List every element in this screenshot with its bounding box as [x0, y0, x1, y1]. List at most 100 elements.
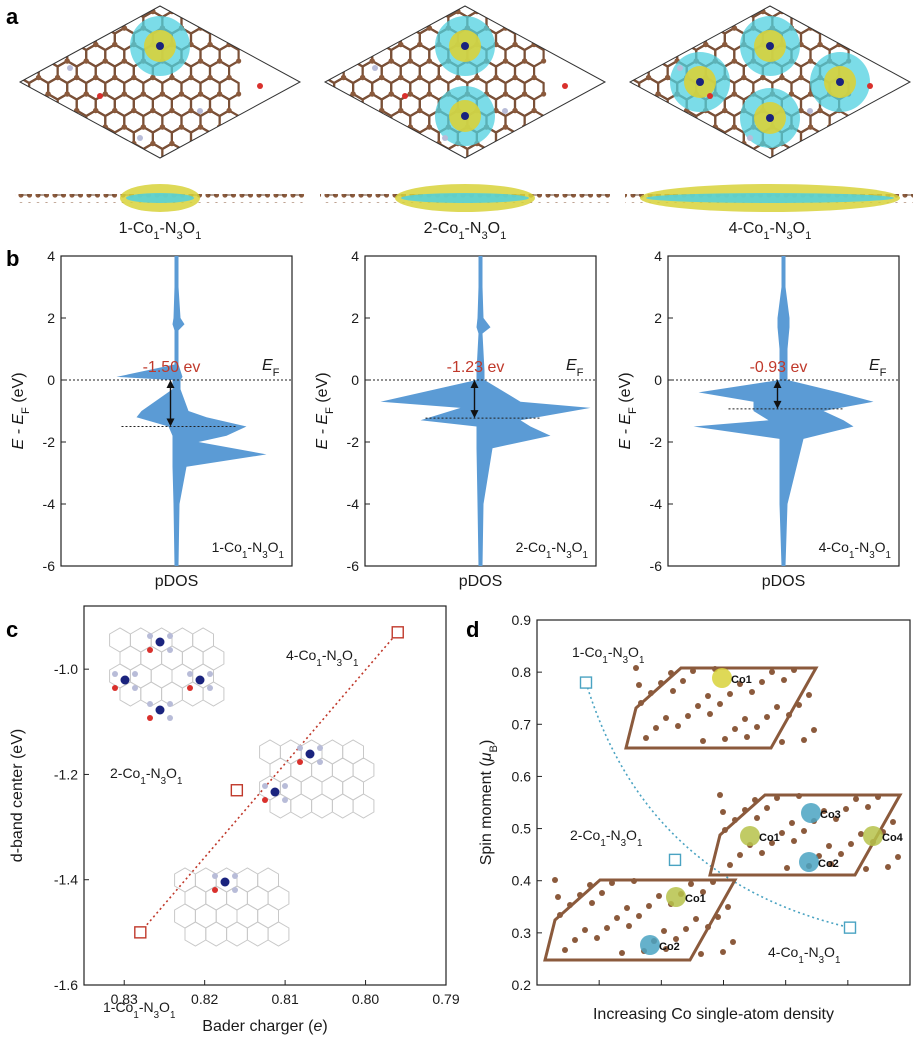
carbon-atom — [360, 41, 366, 48]
hex-ring — [20, 92, 21, 118]
carbon-atom — [159, 124, 166, 130]
hex-ring — [494, 125, 517, 151]
carbon-atom — [26, 124, 32, 130]
carbon-atom — [207, 8, 213, 15]
carbon-atom — [551, 75, 556, 80]
carbon-atom — [265, 9, 270, 14]
carbon-atom — [207, 74, 213, 81]
carbon-atom — [340, 41, 347, 48]
hex-ring — [685, 125, 707, 151]
carbon-atom — [360, 41, 366, 48]
carbon-atom — [26, 124, 32, 130]
hex-ring — [29, 0, 48, 1]
hex-ring — [714, 142, 736, 158]
carbon-atom — [7, 91, 12, 96]
hex-ring — [296, 45, 315, 67]
carbon-atom — [512, 8, 518, 15]
inset-hex — [342, 775, 364, 801]
carbon-atom — [645, 74, 652, 81]
carbon-atom — [284, 141, 289, 146]
carbon-atom — [197, 157, 204, 158]
carbon-atom — [303, 42, 308, 47]
hex-ring — [818, 6, 841, 19]
carbon-atom — [0, 141, 3, 146]
hex-ring — [723, 125, 745, 151]
carbon-atom — [436, 8, 442, 15]
carbon-atom — [531, 8, 537, 15]
carbon-atom — [112, 140, 118, 147]
carbon-atom — [369, 25, 375, 31]
carbon-atom — [417, 41, 423, 48]
hex-ring — [695, 142, 717, 158]
hex-ring — [534, 0, 553, 17]
carbon-atom — [26, 91, 32, 97]
hex-ring — [553, 0, 572, 17]
hex-ring — [325, 142, 336, 158]
carbon-atom — [45, 58, 51, 64]
hex-ring — [333, 109, 355, 134]
x-axis-label: pDOS — [155, 573, 199, 590]
carbon-atom — [731, 124, 737, 130]
hex-ring — [601, 45, 620, 67]
arrow-head-up — [166, 380, 175, 388]
carbon-atom — [208, 9, 213, 14]
carbon-atom — [141, 157, 146, 162]
nitrogen-atom — [677, 65, 683, 71]
carbon-atom — [665, 41, 671, 48]
carbon-atom — [817, 41, 823, 48]
carbon-atom — [617, 91, 622, 96]
carbon-atom — [417, 8, 423, 15]
inset-nitrogen — [317, 759, 323, 765]
carbon-atom — [246, 9, 251, 14]
hex-ring — [325, 125, 345, 151]
hex-ring — [325, 10, 336, 35]
hex-ring — [75, 125, 97, 151]
carbon-atom — [112, 140, 118, 147]
pdos-area — [116, 256, 267, 566]
hex-ring — [582, 144, 601, 166]
carbon-atom — [197, 58, 204, 64]
carbon-atom — [608, 75, 613, 80]
carbon-atom — [483, 157, 490, 158]
oxygen-atom — [847, 123, 853, 129]
carbon-atom — [0, 42, 3, 47]
carbon-atom — [284, 108, 289, 113]
hex-ring — [544, 45, 563, 67]
carbon-atom — [112, 8, 118, 15]
carbon-atom — [217, 157, 222, 162]
carbon-atom — [551, 75, 556, 80]
x-tick-label: 0.80 — [352, 991, 379, 1007]
carbon-atom — [579, 124, 584, 129]
carbon-atom — [388, 124, 394, 130]
carbon-atom — [55, 107, 61, 114]
hex-ring — [637, 109, 660, 134]
carbon-atom — [731, 25, 737, 31]
trend-line — [139, 631, 399, 933]
carbon-atom — [817, 140, 823, 147]
nitrogen-atom — [502, 108, 508, 114]
side-view — [15, 184, 305, 212]
carbon-atom — [630, 41, 633, 48]
hex-ring — [20, 92, 40, 118]
carbon-atom — [417, 74, 423, 81]
carbon-atom — [64, 157, 70, 158]
carbon-atom — [303, 108, 308, 113]
carbon-atom — [645, 107, 652, 114]
carbon-atom — [0, 108, 3, 113]
carbon-atom — [312, 25, 317, 30]
carbon-atom — [484, 157, 489, 162]
carbon-atom — [494, 9, 499, 14]
carbon-atom — [26, 91, 32, 97]
hex-ring — [429, 0, 448, 1]
carbon-atom — [303, 75, 308, 80]
carbon-atom — [455, 74, 461, 81]
carbon-atom — [227, 9, 232, 14]
y-tick-label: 0 — [351, 372, 359, 388]
carbon-atom — [407, 25, 413, 31]
hex-ring — [399, 125, 421, 151]
carbon-atom — [798, 8, 804, 15]
carbon-atom — [150, 107, 156, 114]
carbon-atom — [630, 140, 633, 147]
carbon-atom — [655, 91, 661, 97]
carbon-atom — [197, 124, 204, 130]
